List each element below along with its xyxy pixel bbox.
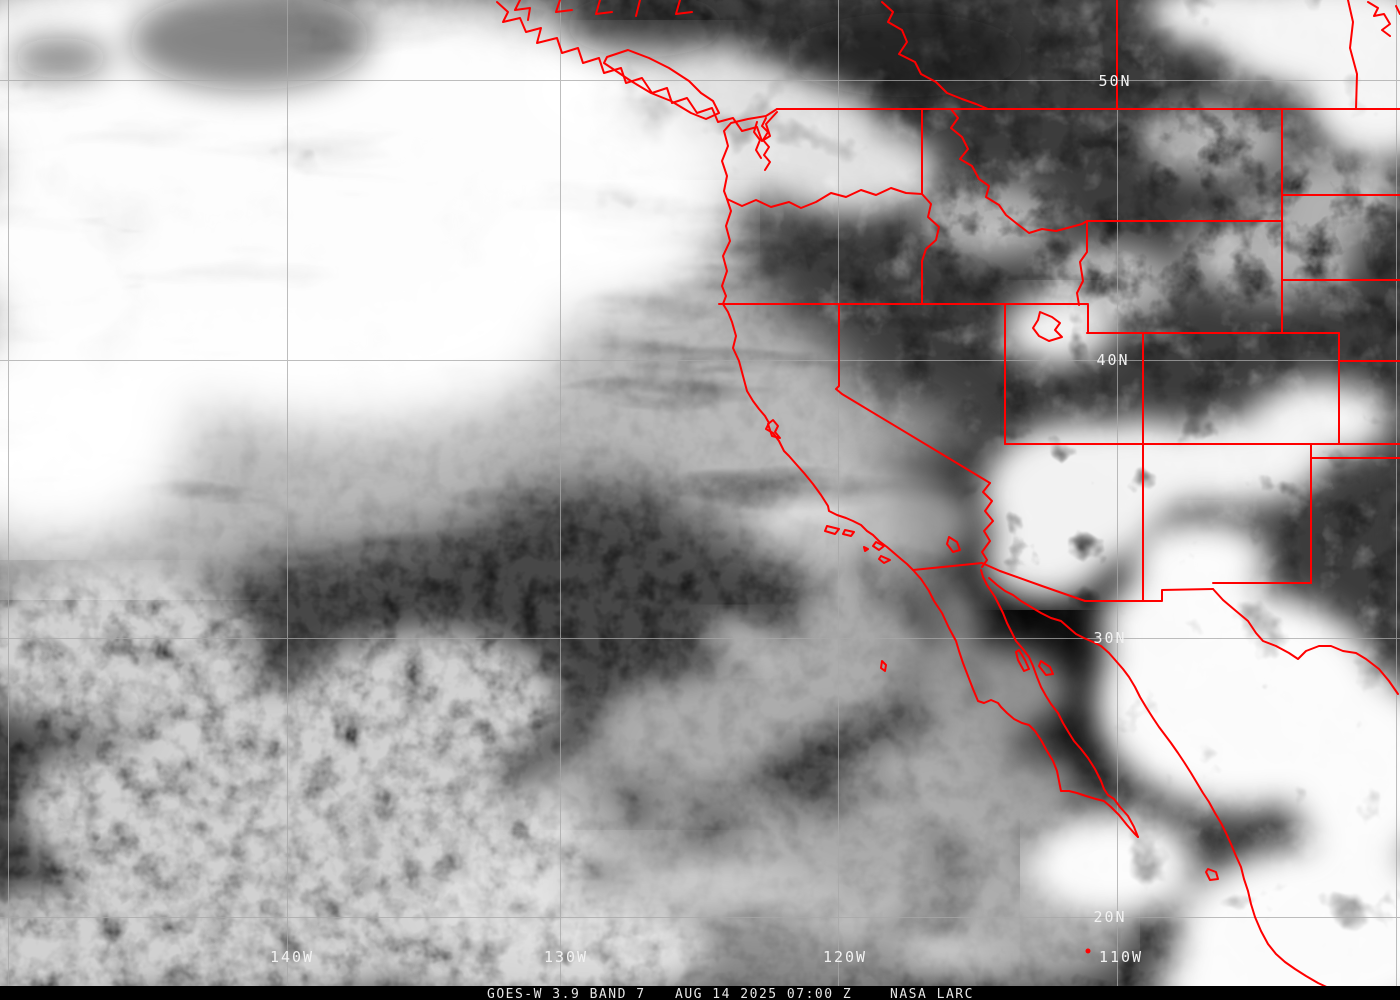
rio-grande: [1212, 588, 1399, 695]
great-salt-lake: [1032, 311, 1063, 342]
grid-labels: 50N 40N 30N 20N 140W 130W 120W 110W: [270, 72, 1143, 966]
or-id-border: [921, 193, 940, 305]
grid-label-40n: 40N: [1096, 351, 1129, 369]
us-mexico-border-az-nm: [981, 562, 1214, 602]
mexico-mainland-coast: [988, 577, 1373, 1000]
ca-az-colorado-river: [981, 482, 994, 568]
us-mexico-border-ca: [912, 562, 983, 571]
id-wy-border: [1076, 220, 1088, 306]
dark-cloud-slots: [10, 0, 1025, 97]
manitoba-lakes: [1367, 1, 1400, 37]
grid-label-110w: 110W: [1099, 948, 1143, 966]
footer-bar: GOES-W 3.9 BAND 7 AUG 14 2025 07:00 Z NA…: [0, 986, 1400, 1000]
grid-label-50n: 50N: [1098, 72, 1131, 90]
footer-credit: NASA LARC: [890, 987, 974, 1000]
grid-label-20n: 20N: [1093, 908, 1126, 926]
bc-alberta-border: [881, 1, 989, 110]
guadalupe-island: [880, 660, 887, 672]
footer-timestamp: AUG 14 2025 07:00 Z: [675, 987, 852, 1000]
channel-islands: [824, 525, 891, 564]
puget-sound-inlets: [753, 117, 771, 171]
gulf-of-california-islands: [1015, 649, 1054, 676]
wa-or-border: [726, 187, 923, 209]
baja-west-coast: [912, 569, 1139, 838]
bc-fjord-fingers: [514, 0, 693, 21]
footer-instrument-label: GOES-W 3.9 BAND 7: [487, 987, 646, 1000]
grid-label-120w: 120W: [823, 948, 867, 966]
map-boundary-overlay: [496, 0, 1400, 1000]
saskatchewan-manitoba-border: [1347, 0, 1358, 110]
pacific-coastline: [721, 108, 914, 571]
salton-sea: [946, 536, 961, 553]
grid-label-140w: 140W: [270, 948, 314, 966]
socorro-island-marker: [1085, 948, 1091, 954]
baja-east-coast: [980, 569, 1139, 838]
ca-nv-border: [835, 303, 991, 484]
grid-label-130w: 130W: [544, 948, 588, 966]
vancouver-island: [603, 49, 720, 120]
grid-label-30n: 30N: [1093, 629, 1126, 647]
bc-coastline: [496, 1, 778, 142]
san-francisco-bay: [767, 419, 781, 439]
mexican-islets: [1205, 868, 1219, 881]
id-mt-border: [950, 108, 1088, 234]
